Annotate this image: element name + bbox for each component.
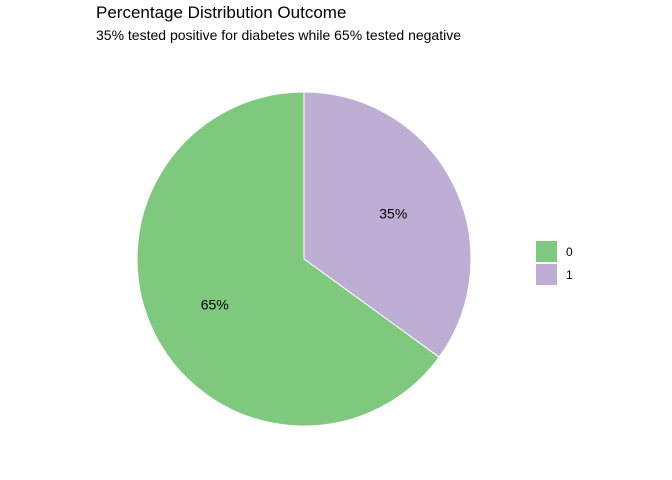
legend-label-1: 1 — [566, 267, 573, 282]
legend-item-1: 1 — [536, 263, 573, 286]
legend: 0 1 — [536, 240, 573, 286]
legend-swatch-0 — [536, 241, 557, 262]
pie-data-label-0: 65% — [201, 296, 229, 312]
chart-subtitle: 35% tested positive for diabetes while 6… — [96, 27, 462, 43]
legend-item-0: 0 — [536, 240, 573, 263]
pie-slice-0 — [136, 91, 440, 427]
legend-swatch-1 — [536, 264, 557, 285]
chart-title: Percentage Distribution Outcome — [96, 3, 347, 22]
legend-label-0: 0 — [566, 244, 573, 259]
pie-data-label-1: 35% — [379, 206, 407, 222]
pie-slice-1 — [303, 91, 472, 358]
